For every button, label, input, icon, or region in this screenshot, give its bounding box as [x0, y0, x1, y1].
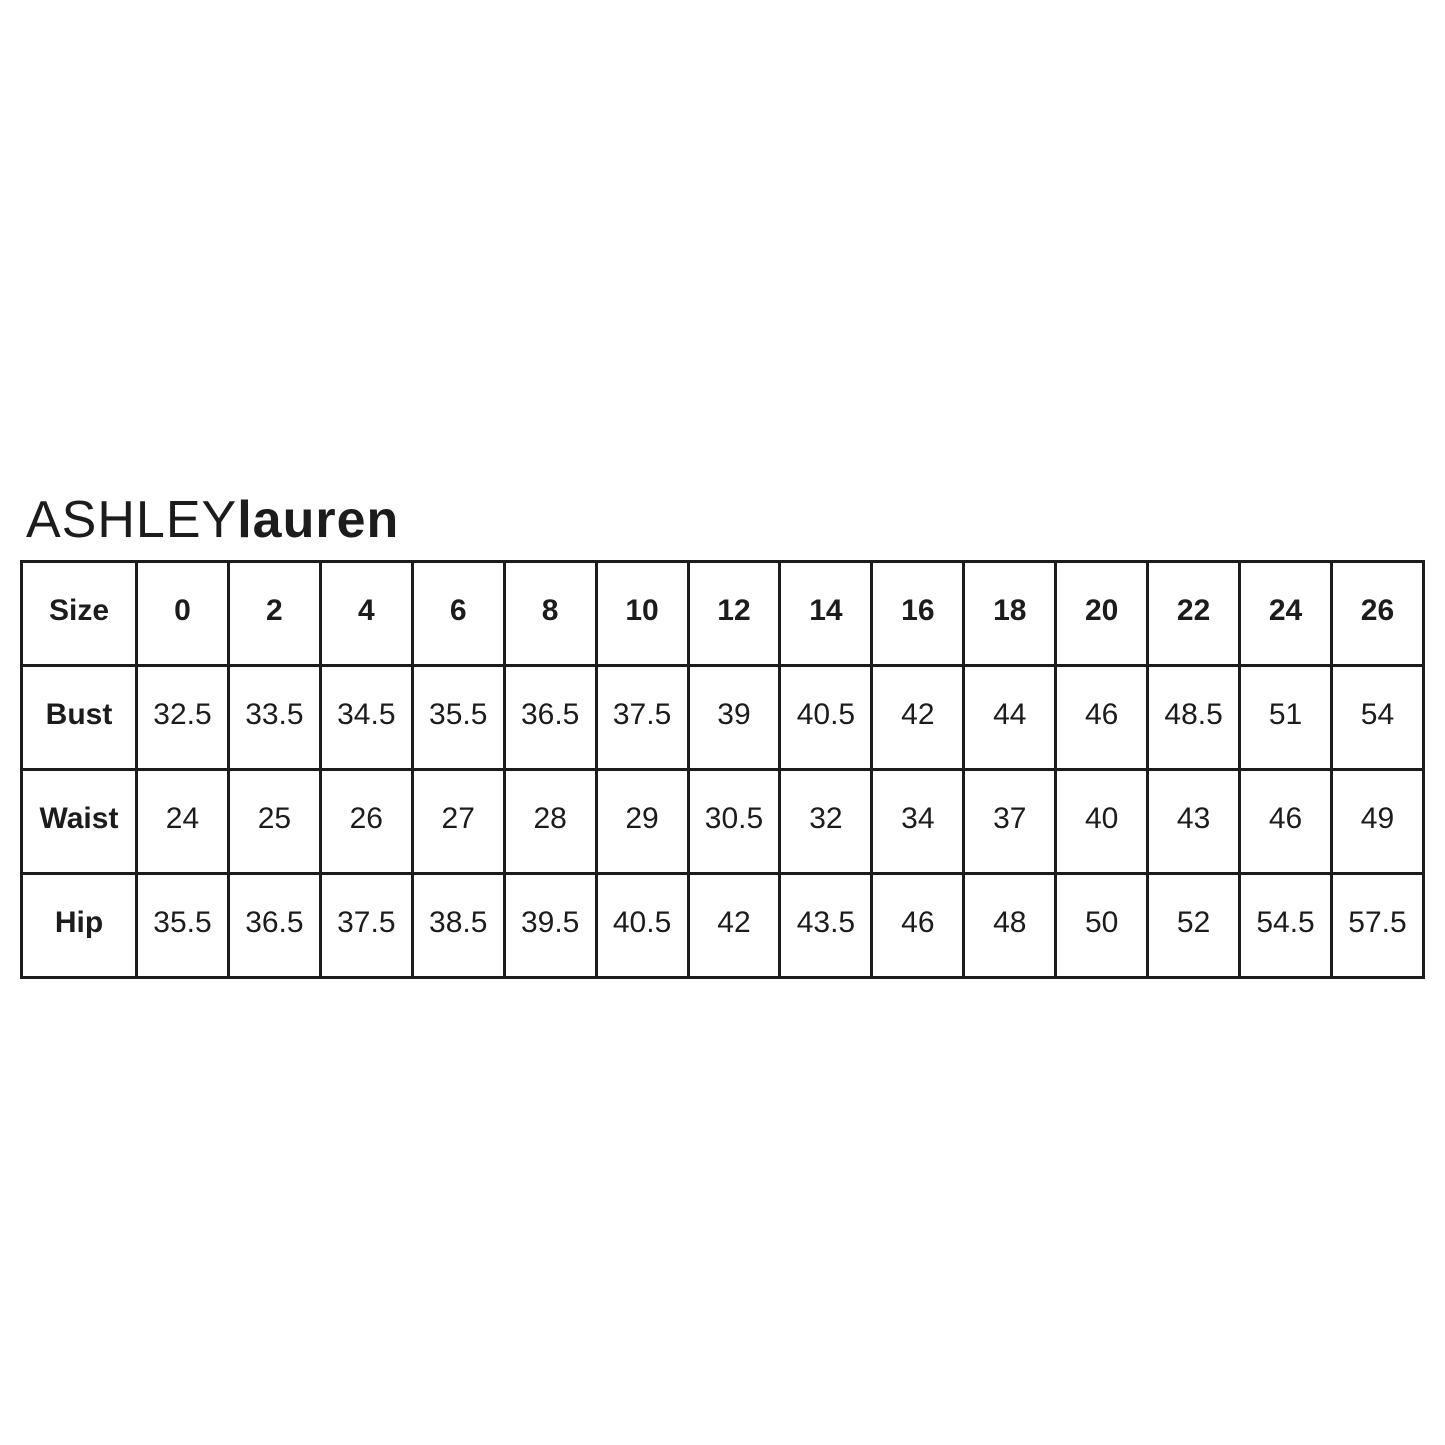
header-cell-size-2: 2 — [226, 560, 322, 667]
header-cell-size-24: 24 — [1238, 560, 1333, 667]
size-chart-body: Bust 32.5 33.5 34.5 35.5 36.5 37.5 39 40.5 42 44 46… — [20, 664, 1426, 979]
value-cell-hip: 35.5 — [135, 872, 230, 979]
brand-logo: ASHLEYlauren — [26, 494, 399, 546]
value-cell-bust: 48.5 — [1146, 664, 1242, 771]
value-cell-bust: 44 — [962, 664, 1058, 771]
header-cell-size-14: 14 — [778, 560, 874, 667]
header-cell-size-16: 16 — [870, 560, 966, 667]
value-cell-hip: 38.5 — [410, 872, 506, 979]
value-cell-waist: 28 — [502, 768, 598, 875]
value-cell-hip: 54.5 — [1238, 872, 1333, 979]
size-chart-table: Size 0 2 4 6 8 10 12 14 16 18 20 22 24 26 Bust 32.5 33.5… — [20, 560, 1426, 979]
value-cell-waist: 34 — [870, 768, 966, 875]
value-cell-hip: 57.5 — [1329, 872, 1426, 979]
value-cell-hip: 48 — [962, 872, 1058, 979]
value-cell-hip: 37.5 — [318, 872, 414, 979]
header-cell-size-12: 12 — [686, 560, 782, 667]
value-cell-bust: 54 — [1329, 664, 1426, 771]
header-cell-size-18: 18 — [962, 560, 1058, 667]
value-cell-hip: 50 — [1054, 872, 1150, 979]
brand-name-lauren: lauren — [237, 491, 400, 549]
value-cell-hip: 52 — [1146, 872, 1242, 979]
row-label-hip: Hip — [20, 872, 138, 979]
value-cell-waist: 46 — [1238, 768, 1333, 875]
value-cell-bust: 33.5 — [226, 664, 322, 771]
table-header-row: Size 0 2 4 6 8 10 12 14 16 18 20 22 24 26 — [20, 560, 1426, 667]
value-cell-waist: 25 — [226, 768, 322, 875]
value-cell-waist: 40 — [1054, 768, 1150, 875]
header-cell-size-20: 20 — [1054, 560, 1150, 667]
header-cell-size-26: 26 — [1329, 560, 1426, 667]
value-cell-waist: 30.5 — [686, 768, 782, 875]
value-cell-bust: 39 — [686, 664, 782, 771]
value-cell-bust: 37.5 — [594, 664, 690, 771]
value-cell-waist: 37 — [962, 768, 1058, 875]
row-label-bust: Bust — [20, 664, 138, 771]
value-cell-waist: 24 — [135, 768, 230, 875]
value-cell-hip: 39.5 — [502, 872, 598, 979]
value-cell-bust: 34.5 — [318, 664, 414, 771]
value-cell-bust: 51 — [1238, 664, 1333, 771]
value-cell-bust: 32.5 — [135, 664, 230, 771]
value-cell-hip: 46 — [870, 872, 966, 979]
table-row-bust: Bust 32.5 33.5 34.5 35.5 36.5 37.5 39 40.5 42 44 46… — [20, 664, 1426, 771]
brand-name-ashley: ASHLEY — [26, 491, 238, 549]
value-cell-bust: 40.5 — [778, 664, 874, 771]
value-cell-waist: 43 — [1146, 768, 1242, 875]
value-cell-waist: 29 — [594, 768, 690, 875]
value-cell-hip: 36.5 — [226, 872, 322, 979]
value-cell-waist: 26 — [318, 768, 414, 875]
size-chart-header: Size 0 2 4 6 8 10 12 14 16 18 20 22 24 26 — [20, 560, 1426, 667]
row-label-waist: Waist — [20, 768, 138, 875]
value-cell-hip: 40.5 — [594, 872, 690, 979]
table-row-waist: Waist 24 25 26 27 28 29 30.5 32 34 37 40 43 46 49 — [20, 768, 1426, 875]
value-cell-waist: 49 — [1329, 768, 1426, 875]
header-cell-size-6: 6 — [410, 560, 506, 667]
value-cell-bust: 35.5 — [410, 664, 506, 771]
value-cell-bust: 36.5 — [502, 664, 598, 771]
header-cell-size-0: 0 — [135, 560, 230, 667]
header-cell-size-4: 4 — [318, 560, 414, 667]
value-cell-bust: 46 — [1054, 664, 1150, 771]
header-cell-size-10: 10 — [594, 560, 690, 667]
header-cell-size-22: 22 — [1146, 560, 1242, 667]
header-cell-size-8: 8 — [502, 560, 598, 667]
header-cell-size-label: Size — [20, 560, 138, 667]
value-cell-hip: 42 — [686, 872, 782, 979]
value-cell-waist: 32 — [778, 768, 874, 875]
value-cell-waist: 27 — [410, 768, 506, 875]
table-row-hip: Hip 35.5 36.5 37.5 38.5 39.5 40.5 42 43.5 46 48 50 5… — [20, 872, 1426, 979]
value-cell-bust: 42 — [870, 664, 966, 771]
value-cell-hip: 43.5 — [778, 872, 874, 979]
